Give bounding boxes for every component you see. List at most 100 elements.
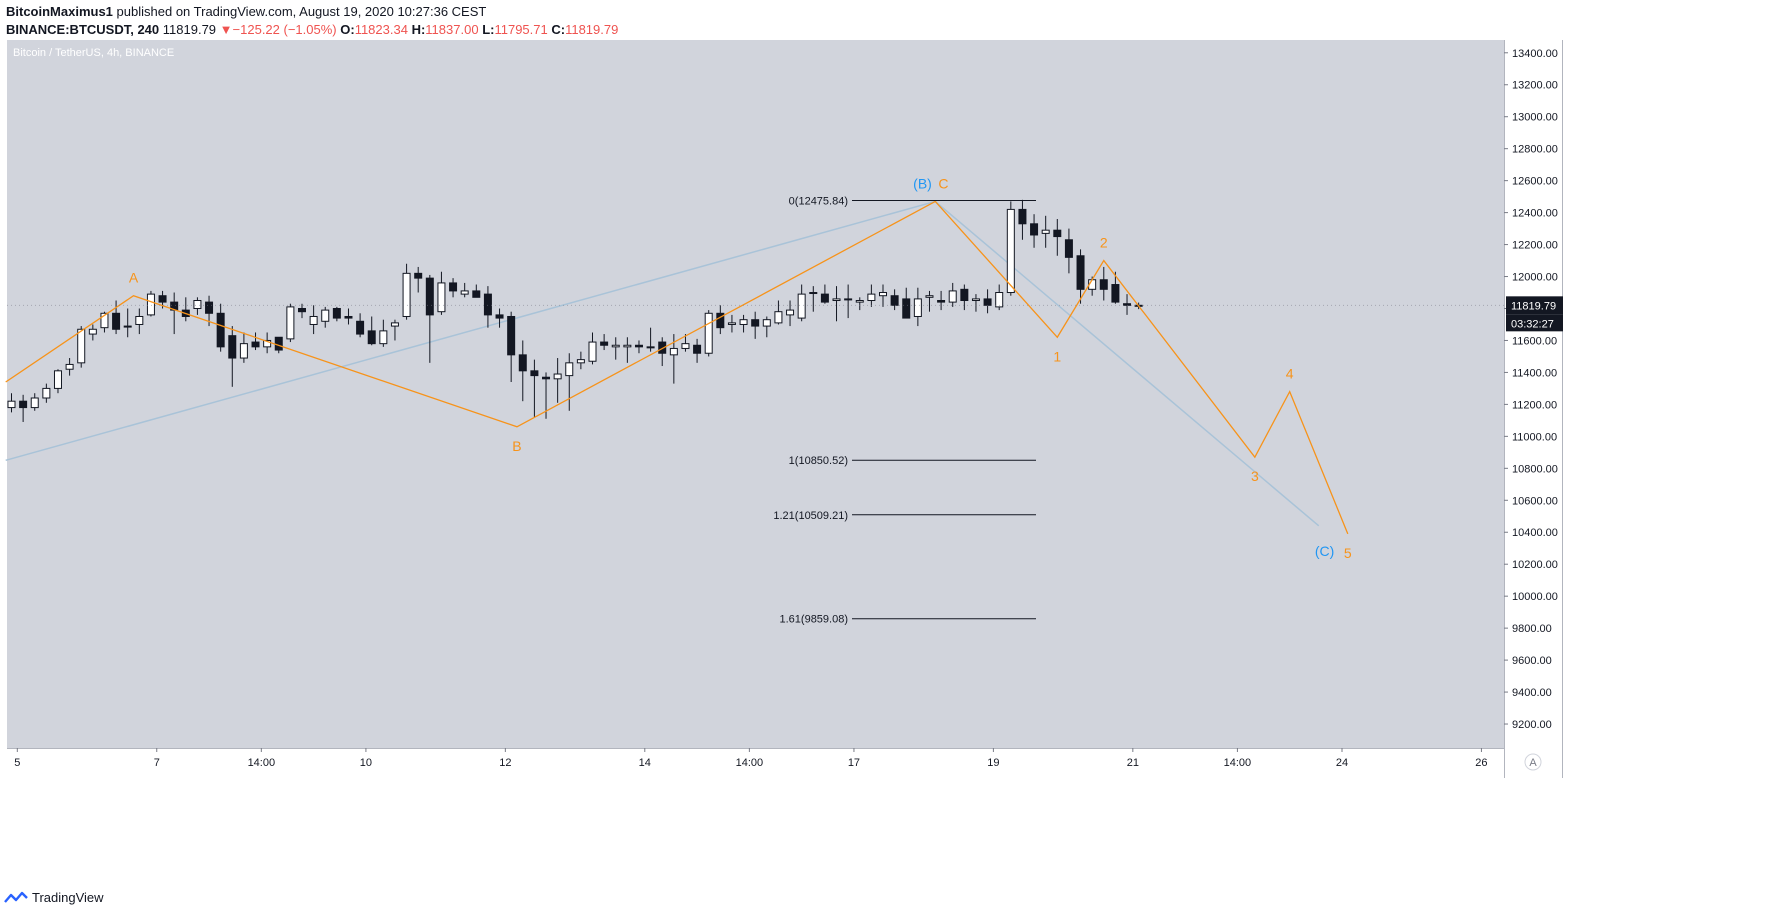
time-tick-label: 5: [14, 757, 20, 769]
wave-label: 2: [1100, 235, 1108, 251]
candle-body: [739, 319, 748, 325]
candle-body: [937, 300, 946, 303]
candle-body: [379, 330, 388, 345]
price-tick-label: 13000.00: [1512, 112, 1558, 124]
candle-body: [390, 322, 399, 327]
last-price-tag: [1506, 296, 1563, 315]
candle-body: [844, 298, 853, 301]
fib-level-label: 1.61(9859.08): [780, 614, 849, 626]
candle-body: [867, 293, 876, 302]
countdown-tag: [1506, 314, 1563, 332]
fib-level-label: 1.21(10509.21): [773, 510, 848, 522]
candle-body: [542, 376, 551, 380]
candle-body: [263, 339, 272, 348]
candle-body: [367, 330, 376, 345]
candle-body: [786, 309, 795, 316]
candle-body: [437, 282, 446, 313]
price-tick-label: 12600.00: [1512, 176, 1558, 188]
candle-body: [797, 293, 806, 319]
price-tick-label: 11400.00: [1512, 367, 1557, 379]
candle-body: [960, 288, 969, 302]
candle-body: [518, 354, 527, 372]
candle-body: [1053, 229, 1062, 238]
price-tick-label: 11000.00: [1512, 431, 1557, 443]
candle-body: [112, 312, 121, 330]
candle-body: [913, 298, 922, 317]
open-label: O:: [340, 22, 355, 37]
wave-label: A: [129, 270, 139, 286]
price-tick-label: 9200.00: [1512, 719, 1552, 731]
candle-body: [530, 370, 539, 377]
candle-body: [158, 295, 167, 303]
candle-body: [646, 346, 655, 349]
high-label: H:: [411, 22, 426, 37]
price-tick-label: 9600.00: [1512, 655, 1552, 667]
price-tick-label: 12400.00: [1512, 208, 1558, 220]
candle-body: [890, 295, 899, 306]
price-tick-label: 10800.00: [1512, 463, 1558, 475]
candle-body: [1030, 223, 1039, 236]
candle-body: [449, 282, 458, 292]
candle-body: [855, 300, 864, 303]
time-tick-label: 7: [154, 757, 160, 769]
candle-body: [205, 301, 214, 314]
candle-body: [414, 272, 423, 279]
wave-label: 4: [1286, 366, 1294, 382]
candle-body: [1006, 208, 1015, 294]
price-tick-label: 10400.00: [1512, 527, 1558, 539]
auto-scale-label: A: [1529, 757, 1537, 769]
candle-body: [634, 344, 643, 348]
candle-body: [100, 312, 109, 329]
candle-body: [216, 312, 225, 348]
candle-body: [332, 307, 341, 319]
candle-body: [239, 343, 248, 359]
time-tick-label: 14:00: [1224, 757, 1252, 769]
time-tick-label: 14:00: [248, 757, 276, 769]
candle-body: [123, 325, 132, 328]
author-name[interactable]: BitcoinMaximus1: [6, 4, 113, 19]
candle-body: [693, 344, 702, 354]
candle-body: [42, 387, 51, 399]
candle-body: [321, 309, 330, 322]
price-tick-label: 10000.00: [1512, 591, 1558, 603]
candle-body: [274, 336, 283, 351]
price-tick-label: 11200.00: [1512, 399, 1557, 411]
published-text: published on TradingView.com, August 19,…: [116, 4, 487, 19]
candle-body: [902, 298, 911, 319]
candle-body: [600, 341, 609, 346]
countdown-tag-label: 03:32:27: [1511, 318, 1554, 330]
candle-body: [30, 397, 39, 409]
time-tick-label: 26: [1475, 757, 1487, 769]
high-value: 11837.00: [425, 22, 479, 37]
candle-body: [228, 335, 237, 359]
candle-body: [1099, 279, 1108, 290]
candle-body: [460, 290, 469, 295]
wave-label: (C): [1315, 543, 1334, 559]
wave-label: 5: [1344, 545, 1352, 561]
candle-body: [1041, 229, 1050, 234]
candle-body: [7, 400, 16, 409]
time-tick-label: 14: [639, 757, 651, 769]
candle-body: [472, 290, 481, 298]
candle-body: [146, 293, 155, 316]
time-tick-label: 10: [360, 757, 372, 769]
time-tick-label: 14:00: [736, 757, 764, 769]
auto-scale-button: [1524, 753, 1542, 771]
footer: TradingView: [4, 890, 104, 905]
wave-label: 1: [1053, 348, 1061, 364]
candle-body: [658, 341, 667, 354]
candle-body: [1111, 284, 1120, 303]
candle-body: [135, 315, 144, 325]
fib-level-label: 0(12475.84): [789, 195, 848, 207]
time-tick-label: 19: [987, 757, 999, 769]
wave-label: (B): [913, 175, 932, 191]
last-price: 11819.79: [162, 22, 217, 37]
candle-body: [879, 292, 887, 297]
candle-body: [1076, 255, 1085, 290]
candle-body: [251, 341, 260, 348]
fib-level-label: 1(10850.52): [789, 455, 848, 467]
candle-body: [762, 319, 771, 327]
brand-label[interactable]: TradingView: [32, 890, 104, 905]
candle-body: [832, 298, 841, 302]
